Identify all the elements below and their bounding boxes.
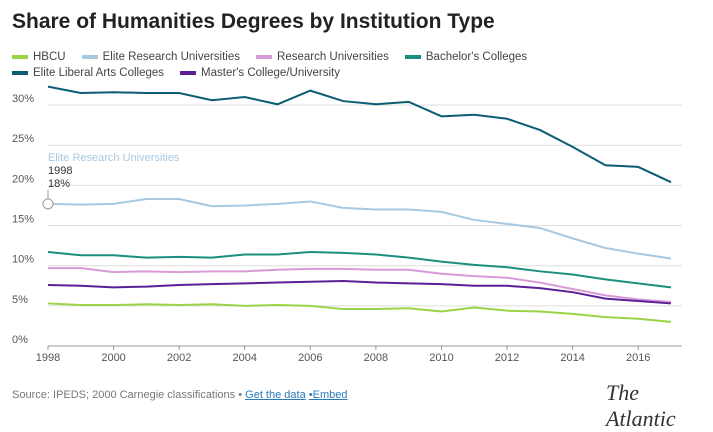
legend-label: Elite Liberal Arts Colleges	[33, 67, 165, 79]
legend-label: Elite Research Universities	[102, 51, 241, 63]
series-line	[47, 302, 672, 323]
x-tick-label: 1998	[36, 352, 60, 364]
x-tick-label: 2014	[560, 352, 584, 364]
y-tick-label: 20%	[12, 173, 34, 185]
data-link[interactable]: Get the data	[245, 389, 306, 401]
x-tick-label: 2002	[167, 352, 191, 364]
y-tick-label: 30%	[12, 93, 34, 105]
y-tick-label: 10%	[12, 254, 34, 266]
y-tick-label: 25%	[12, 133, 34, 145]
legend-item: Elite Research Universities	[81, 50, 241, 64]
legend-swatch	[404, 55, 421, 59]
legend-item: Elite Liberal Arts Colleges	[12, 66, 164, 80]
legend-swatch	[180, 71, 197, 75]
series-line	[48, 267, 672, 303]
legend-swatch	[12, 71, 28, 75]
legend: HBCU Elite Research Universities Research …	[12, 50, 692, 80]
x-tick-label: 2016	[626, 352, 650, 364]
x-tick-label: 2012	[495, 352, 519, 364]
y-tick-label: 0%	[12, 334, 28, 346]
legend-swatch	[81, 55, 98, 59]
legend-label: HBCU	[33, 51, 66, 63]
series-line	[47, 251, 672, 289]
legend-label: Bachelor's Colleges	[425, 51, 528, 63]
legend-label: Research Universities	[277, 51, 389, 63]
series-line	[47, 279, 672, 305]
embed-link[interactable]: •Embed	[308, 389, 348, 401]
source: Source: IPEDS; 2000 Carnegie classificat…	[12, 389, 243, 401]
legend-swatch	[12, 55, 28, 59]
legend-item: Research Universities	[256, 50, 389, 64]
legend-item: HBCU	[12, 50, 66, 64]
x-tick-label: 2004	[232, 352, 256, 364]
annotation-title: Elite Research Universities	[48, 152, 180, 164]
legend-swatch	[256, 55, 273, 59]
y-tick-label: 5%	[12, 294, 28, 306]
footer: Source: IPEDS; 2000 Carnegie classificat…	[12, 389, 347, 401]
series-line	[47, 198, 672, 260]
logo: The Atlantic	[606, 380, 676, 431]
chart-title: Share of Humanities Degrees by Instituti…	[12, 10, 495, 33]
x-tick-label: 2008	[364, 352, 388, 364]
series-line	[47, 85, 672, 184]
x-tick-label: 2000	[101, 352, 125, 364]
annotation-value: 18%	[48, 178, 70, 190]
legend-item: Master's College/University	[180, 66, 340, 80]
legend-label: Master's College/University	[201, 67, 341, 79]
x-tick-label: 2006	[298, 352, 322, 364]
y-tick-label: 15%	[12, 213, 34, 225]
annotation-x: 1998	[48, 165, 72, 177]
legend-item: Bachelor's Colleges	[404, 50, 528, 64]
annotation-marker	[42, 198, 54, 210]
x-tick-label: 2010	[429, 352, 453, 364]
